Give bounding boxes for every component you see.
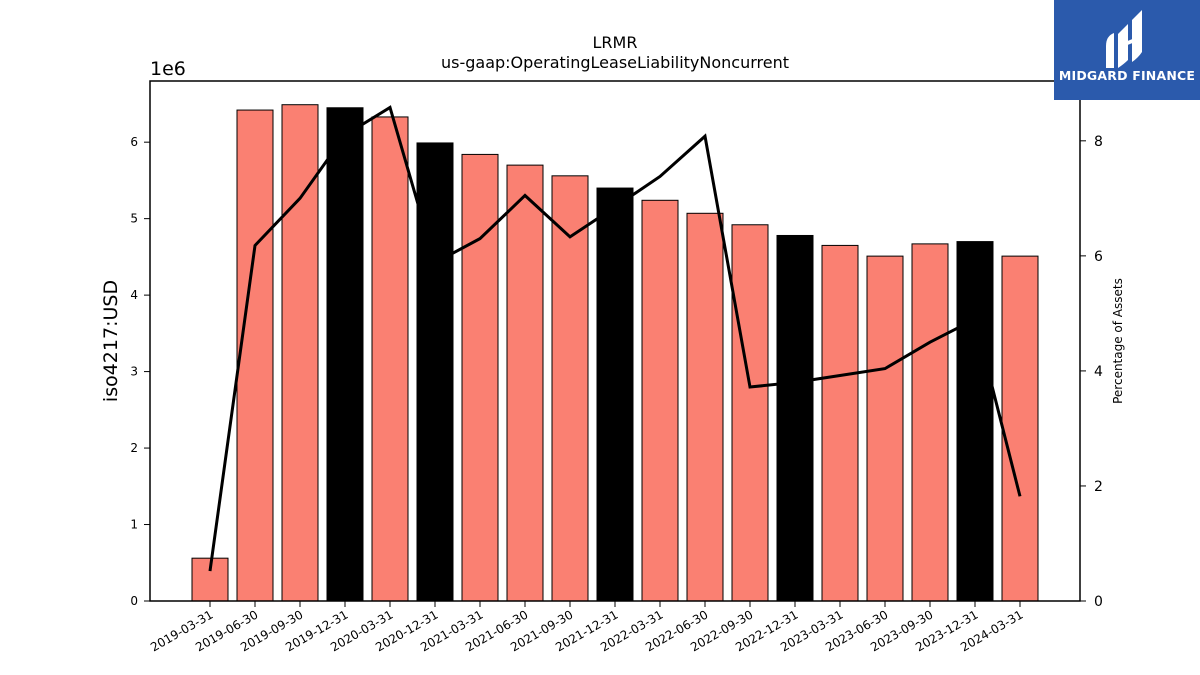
- bar-2021-06-30: [506, 164, 544, 602]
- y-tick-label: 2: [130, 441, 138, 455]
- bar-2022-12-31: [776, 234, 814, 602]
- y2-tick-label: 8: [1094, 134, 1103, 150]
- bar-2024-03-31: [1001, 255, 1039, 602]
- y-tick-label: 6: [130, 135, 138, 149]
- y2-tick-label: 6: [1094, 249, 1103, 265]
- bar-series: [191, 104, 1039, 602]
- y2-tick-label: 4: [1094, 364, 1103, 380]
- bar-2021-03-31: [461, 153, 499, 602]
- y-tick-label: 4: [130, 288, 138, 302]
- y2-tick-label: 2: [1094, 479, 1103, 495]
- bar-2019-09-30: [281, 104, 319, 602]
- bar-2023-12-31: [956, 241, 994, 602]
- y-tick-label: 1: [130, 518, 138, 532]
- bar-2022-09-30: [731, 224, 769, 602]
- brand-logo: MIDGARD FINANCE: [1054, 0, 1200, 100]
- bar-2023-06-30: [866, 255, 904, 602]
- bar-2021-09-30: [551, 175, 589, 602]
- y2-tick-label: 0: [1094, 594, 1103, 610]
- midgard-logo-icon: [1054, 0, 1200, 100]
- bar-2022-03-31: [641, 199, 679, 602]
- percentage-line: [208, 105, 1022, 572]
- chart-subtitle: us-gaap:OperatingLeaseLiabilityNoncurren…: [441, 53, 789, 72]
- y-axis-label: iso4217:USD: [100, 280, 122, 402]
- bar-2023-09-30: [911, 243, 949, 602]
- y-tick-label: 3: [130, 365, 138, 379]
- brand-name: MIDGARD FINANCE: [1058, 68, 1196, 83]
- y-tick-label: 0: [130, 594, 138, 608]
- chart-title: LRMR: [593, 33, 638, 52]
- bar-2021-12-31: [596, 187, 634, 602]
- bar-2020-03-31: [371, 116, 409, 602]
- y-tick-label: 5: [130, 212, 138, 226]
- bar-2022-06-30: [686, 212, 724, 602]
- bar-2019-06-30: [236, 109, 274, 602]
- line-series: [208, 105, 1022, 572]
- bar-2023-03-31: [821, 244, 859, 602]
- bar-2020-12-31: [416, 142, 454, 602]
- bar-2019-12-31: [326, 107, 364, 602]
- y-offset-label: 1e6: [150, 58, 186, 80]
- y2-axis-label: Percentage of Assets: [1111, 278, 1125, 404]
